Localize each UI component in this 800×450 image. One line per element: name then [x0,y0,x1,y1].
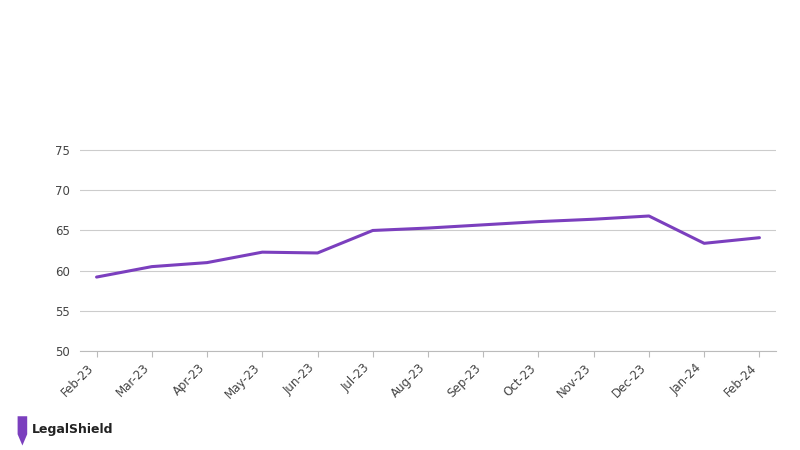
Text: Consumer Stress Legal Index: Consumer Stress Legal Index [103,24,697,58]
Text: LegalShield: LegalShield [32,423,114,436]
Polygon shape [18,416,27,446]
Text: CSLI Rises 10 of Last 12 Months: CSLI Rises 10 of Last 12 Months [250,77,550,95]
